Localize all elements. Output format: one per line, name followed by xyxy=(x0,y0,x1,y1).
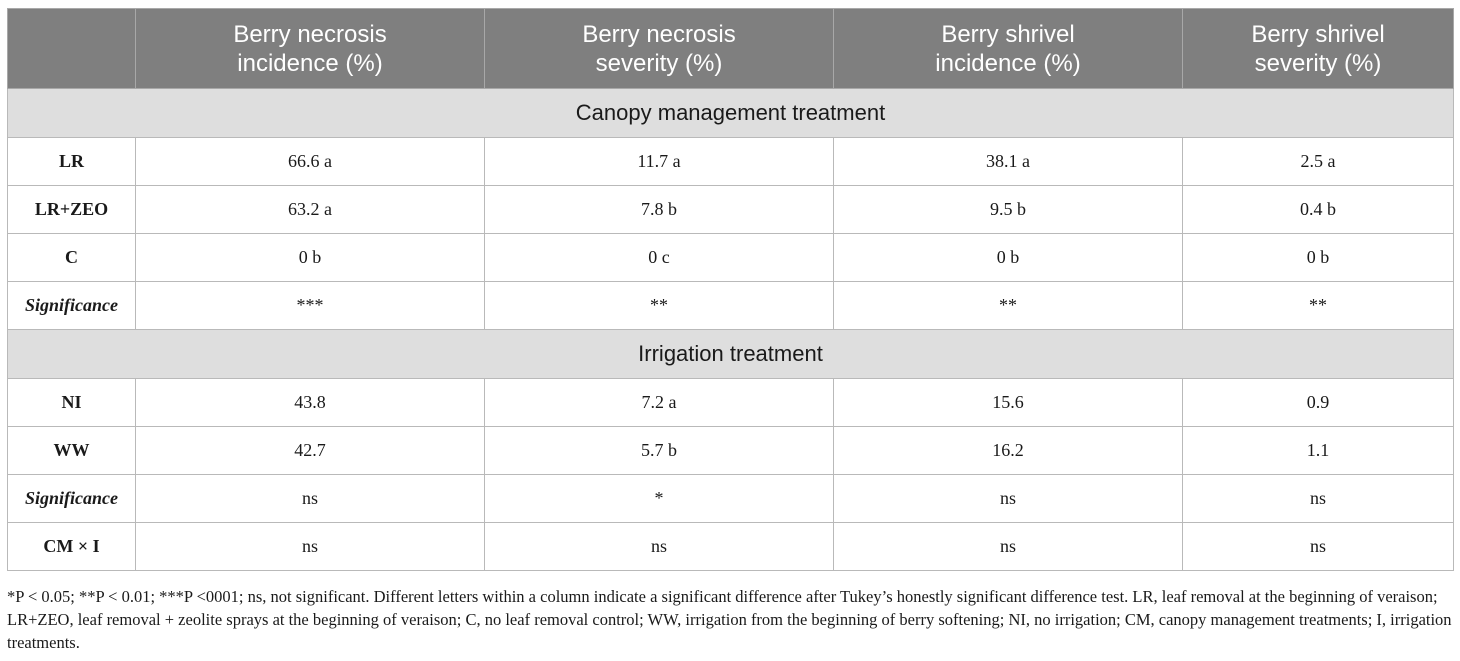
table-cell: 2.5 a xyxy=(1182,137,1454,186)
row-label: NI xyxy=(7,378,136,427)
table-cell: ns xyxy=(833,474,1183,523)
table-cell: 9.5 b xyxy=(833,185,1183,234)
table-cell: 0 b xyxy=(135,233,485,282)
header-cell-treatment xyxy=(7,8,136,89)
table-cell: 0.9 xyxy=(1182,378,1454,427)
table-cell: 15.6 xyxy=(833,378,1183,427)
table-row: WW 42.7 5.7 b 16.2 1.1 xyxy=(7,426,1454,475)
table-cell: 7.2 a xyxy=(484,378,834,427)
table-cell: 0 c xyxy=(484,233,834,282)
header-cell-necrosis-severity: Berry necrosis severity (%) xyxy=(484,8,834,89)
table-cell: 66.6 a xyxy=(135,137,485,186)
table-cell: ns xyxy=(1182,474,1454,523)
results-table-container: Berry necrosis incidence (%) Berry necro… xyxy=(7,8,1454,571)
table-cell: 7.8 b xyxy=(484,185,834,234)
table-cell: ns xyxy=(833,522,1183,571)
table-cell: 1.1 xyxy=(1182,426,1454,475)
table-cell: 16.2 xyxy=(833,426,1183,475)
table-cell: 11.7 a xyxy=(484,137,834,186)
header-row: Berry necrosis incidence (%) Berry necro… xyxy=(7,8,1454,89)
table-cell: ** xyxy=(484,281,834,330)
table-cell: 43.8 xyxy=(135,378,485,427)
table-cell: 42.7 xyxy=(135,426,485,475)
row-label: WW xyxy=(7,426,136,475)
table-cell: 5.7 b xyxy=(484,426,834,475)
table-cell: ns xyxy=(135,474,485,523)
results-table: Berry necrosis incidence (%) Berry necro… xyxy=(7,8,1454,571)
table-cell: 0 b xyxy=(833,233,1183,282)
table-cell: 63.2 a xyxy=(135,185,485,234)
row-label: Significance xyxy=(7,474,136,523)
header-cell-necrosis-incidence: Berry necrosis incidence (%) xyxy=(135,8,485,89)
table-cell: 38.1 a xyxy=(833,137,1183,186)
table-row: LR 66.6 a 11.7 a 38.1 a 2.5 a xyxy=(7,137,1454,186)
row-label: Significance xyxy=(7,281,136,330)
table-cell: 0 b xyxy=(1182,233,1454,282)
table-row: Significance ns * ns ns xyxy=(7,474,1454,523)
table-cell: 0.4 b xyxy=(1182,185,1454,234)
table-cell: ** xyxy=(833,281,1183,330)
section-title: Canopy management treatment xyxy=(7,88,1454,138)
table-row: Significance *** ** ** ** xyxy=(7,281,1454,330)
table-cell: *** xyxy=(135,281,485,330)
header-cell-shrivel-severity: Berry shrivel severity (%) xyxy=(1182,8,1454,89)
section-row: Irrigation treatment xyxy=(7,329,1454,379)
table-cell: ns xyxy=(484,522,834,571)
table-footnote: *P < 0.05; **P < 0.01; ***P <0001; ns, n… xyxy=(7,587,1452,652)
section-row: Canopy management treatment xyxy=(7,88,1454,138)
table-cell: ns xyxy=(1182,522,1454,571)
table-cell: ** xyxy=(1182,281,1454,330)
row-label: C xyxy=(7,233,136,282)
row-label: LR xyxy=(7,137,136,186)
section-title: Irrigation treatment xyxy=(7,329,1454,379)
table-cell: * xyxy=(484,474,834,523)
table-cell: ns xyxy=(135,522,485,571)
table-row: NI 43.8 7.2 a 15.6 0.9 xyxy=(7,378,1454,427)
row-label: LR+ZEO xyxy=(7,185,136,234)
row-label: CM × I xyxy=(7,522,136,571)
table-row: LR+ZEO 63.2 a 7.8 b 9.5 b 0.4 b xyxy=(7,185,1454,234)
header-cell-shrivel-incidence: Berry shrivel incidence (%) xyxy=(833,8,1183,89)
